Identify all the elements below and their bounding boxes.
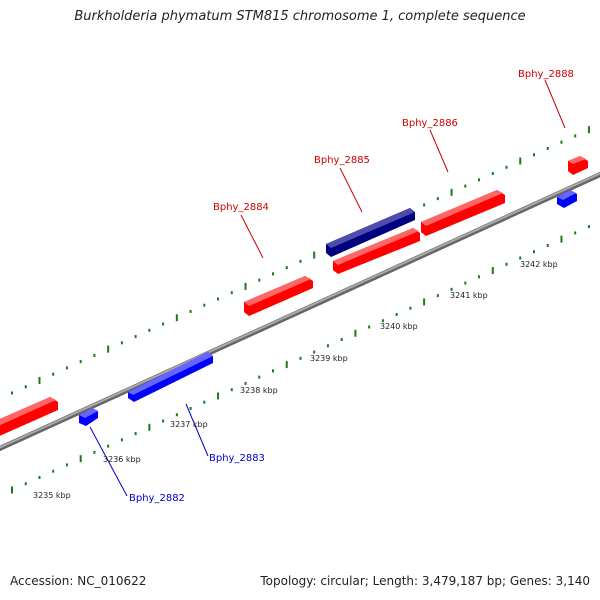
ruler-label: 3241 kbp	[450, 291, 488, 300]
gene-label-bphy-2884[interactable]: Bphy_2884	[213, 202, 269, 213]
gene-feature-reverse-bphy-2882[interactable]	[79, 408, 98, 426]
upper-tick-ruler	[11, 126, 590, 395]
gene-label-bphy-2882[interactable]: Bphy_2882	[129, 493, 185, 504]
leader-lines	[89, 79, 566, 497]
ruler-labels: 3235 kbp 3236 kbp 3237 kbp 3238 kbp 3239…	[33, 260, 558, 500]
gene-feature-forward[interactable]	[0, 397, 58, 438]
backbone	[0, 171, 600, 452]
gene-label-bphy-2885[interactable]: Bphy_2885	[314, 155, 370, 166]
gene-feature-reverse-2887[interactable]	[557, 190, 577, 208]
map-title: Burkholderia phymatum STM815 chromosome …	[74, 9, 526, 24]
ruler-label: 3240 kbp	[380, 322, 418, 331]
accession-text: Accession: NC_010622	[10, 574, 147, 588]
ruler-label: 3239 kbp	[310, 354, 348, 363]
gene-feature-selected-bphy-2885[interactable]	[326, 208, 415, 257]
ruler-label: 3238 kbp	[240, 386, 278, 395]
gene-label-bphy-2888[interactable]: Bphy_2888	[518, 69, 574, 80]
lower-tick-ruler	[11, 225, 590, 494]
gene-labels: Bphy_2882 Bphy_2883 Bphy_2884 Bphy_2885 …	[129, 69, 574, 504]
gene-feature-forward-bphy-2885b[interactable]	[333, 228, 420, 274]
ruler-label: 3242 kbp	[520, 260, 558, 269]
gene-feature-forward-bphy-2884[interactable]	[244, 276, 313, 316]
ruler-label: 3236 kbp	[103, 455, 141, 464]
ruler-label: 3237 kbp	[170, 420, 208, 429]
gene-feature-forward-bphy-2888[interactable]	[568, 156, 588, 175]
gene-label-bphy-2886[interactable]: Bphy_2886	[402, 118, 458, 129]
ruler-label: 3235 kbp	[33, 491, 71, 500]
gene-feature-forward-bphy-2886[interactable]	[421, 190, 505, 236]
gene-label-bphy-2883[interactable]: Bphy_2883	[209, 453, 265, 464]
gene-features	[0, 156, 588, 438]
genome-summary-text: Topology: circular; Length: 3,479,187 bp…	[260, 574, 590, 588]
gene-feature-reverse-bphy-2883[interactable]	[128, 352, 213, 402]
